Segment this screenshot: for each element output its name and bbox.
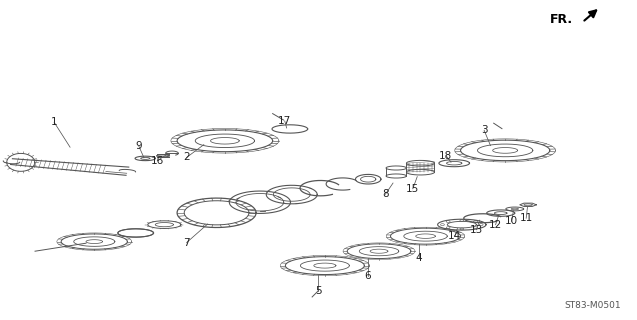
Text: 4: 4 bbox=[415, 253, 422, 263]
Text: 18: 18 bbox=[440, 150, 452, 161]
Text: 14: 14 bbox=[448, 231, 461, 241]
Text: 10: 10 bbox=[505, 216, 518, 227]
Text: 9: 9 bbox=[136, 141, 142, 151]
Text: 5: 5 bbox=[315, 285, 322, 296]
Text: 12: 12 bbox=[489, 220, 502, 230]
Text: 11: 11 bbox=[520, 213, 533, 223]
Text: 3: 3 bbox=[481, 125, 487, 135]
Text: 1: 1 bbox=[51, 117, 57, 127]
Text: 6: 6 bbox=[364, 271, 371, 281]
Text: ST83-M0501: ST83-M0501 bbox=[564, 301, 621, 310]
Text: 8: 8 bbox=[382, 189, 389, 199]
Text: 13: 13 bbox=[470, 225, 483, 235]
Text: 15: 15 bbox=[406, 184, 419, 194]
Text: 7: 7 bbox=[183, 237, 190, 248]
Text: 2: 2 bbox=[183, 152, 190, 163]
Text: 16: 16 bbox=[151, 156, 164, 166]
Text: FR.: FR. bbox=[550, 13, 573, 26]
Text: 17: 17 bbox=[278, 116, 291, 126]
